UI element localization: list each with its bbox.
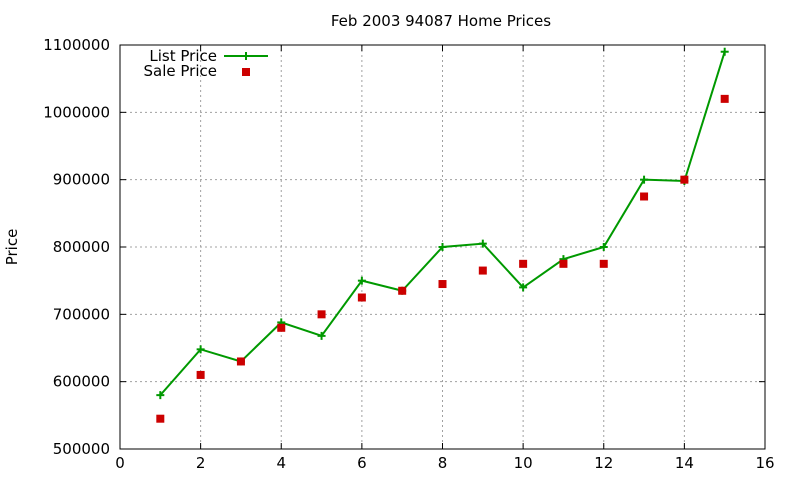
y-tick-label: 1100000 — [43, 36, 110, 54]
data-point-sale-price — [357, 293, 366, 302]
series-1 — [156, 94, 729, 423]
data-point-sale-price — [398, 286, 407, 295]
x-tick-label: 10 — [514, 454, 533, 472]
legend-swatches — [224, 52, 268, 76]
data-point-list-price — [196, 345, 205, 354]
data-point-sale-price — [438, 280, 447, 289]
plot-series — [156, 47, 729, 423]
legend-swatch-sale-price-marker — [242, 68, 250, 76]
y-axis-label: Price — [3, 229, 21, 266]
data-point-sale-price — [559, 259, 568, 268]
data-point-list-price — [357, 276, 366, 285]
x-tick-label: 14 — [675, 454, 694, 472]
x-tick-label: 16 — [755, 454, 774, 472]
y-tick-label: 900000 — [53, 171, 110, 189]
data-point-list-price — [156, 391, 165, 400]
data-point-sale-price — [720, 94, 729, 103]
data-point-list-price — [720, 47, 729, 56]
data-point-list-price — [599, 243, 608, 251]
y-tick-label: 800000 — [53, 238, 110, 256]
data-point-list-price — [519, 283, 528, 292]
data-point-sale-price — [680, 175, 689, 184]
y-tick-label: 1000000 — [43, 103, 110, 121]
data-point-list-price — [478, 239, 487, 248]
legend-label-sale-price: Sale Price — [144, 62, 217, 80]
data-point-sale-price — [640, 192, 649, 201]
x-tick-label: 4 — [276, 454, 286, 472]
data-point-sale-price — [156, 414, 165, 423]
chart-title: Feb 2003 94087 Home Prices — [331, 12, 551, 30]
y-tick-label: 600000 — [53, 373, 110, 391]
data-point-list-price — [438, 243, 447, 251]
y-tick-label: 700000 — [53, 305, 110, 323]
data-point-sale-price — [478, 266, 487, 275]
data-point-sale-price — [236, 357, 245, 366]
x-tick-label: 0 — [115, 454, 125, 472]
legend: List Price Sale Price — [144, 47, 268, 80]
x-tick-label: 12 — [594, 454, 613, 472]
x-tick-label: 8 — [438, 454, 448, 472]
data-point-sale-price — [519, 259, 528, 268]
data-point-sale-price — [196, 370, 205, 379]
series-line-list-price — [159, 51, 726, 396]
y-tick-label: 500000 — [53, 440, 110, 458]
x-tick-label: 2 — [196, 454, 206, 472]
legend-swatch-list-price-marker — [242, 52, 250, 60]
data-point-sale-price — [599, 259, 608, 268]
x-tick-label: 6 — [357, 454, 367, 472]
axis-ticks: 0 2 4 6 8 10 12 14 16 500000 600000 700000 800000 900… — [43, 36, 774, 472]
data-point-list-price — [317, 331, 326, 340]
data-point-list-price — [640, 175, 649, 184]
legend-label-list-price: List Price — [149, 47, 217, 65]
data-point-sale-price — [277, 323, 286, 332]
data-point-sale-price — [317, 310, 326, 319]
